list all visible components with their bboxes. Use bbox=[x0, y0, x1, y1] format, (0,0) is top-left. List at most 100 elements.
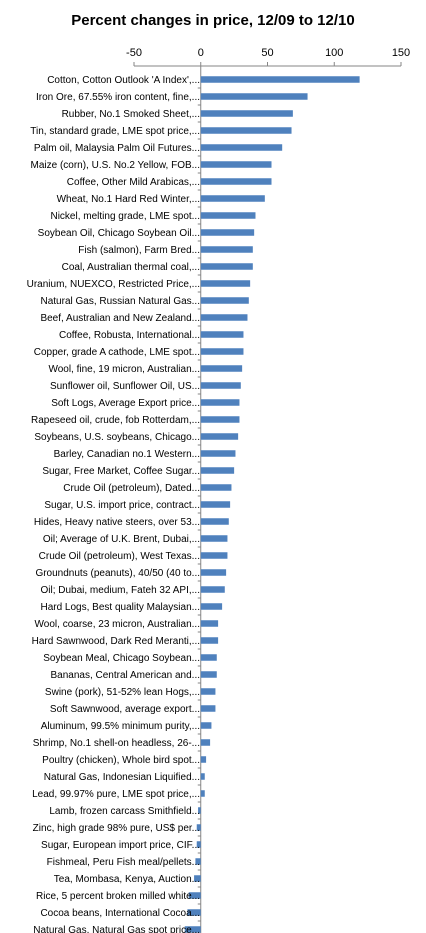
category-label: Soft Logs, Average Export price... bbox=[51, 398, 200, 409]
bar bbox=[200, 603, 223, 610]
bar bbox=[200, 654, 217, 661]
bars bbox=[184, 76, 360, 933]
bar bbox=[200, 212, 256, 219]
category-label: Wheat, No.1 Hard Red Winter,... bbox=[57, 194, 200, 205]
category-label: Natural Gas, Natural Gas spot price... bbox=[33, 925, 200, 933]
bar bbox=[200, 314, 248, 321]
category-label: Fishmeal, Peru Fish meal/pellets... bbox=[47, 857, 200, 868]
bar bbox=[195, 858, 201, 865]
bar bbox=[200, 365, 243, 372]
bar bbox=[200, 263, 253, 270]
tick-label: -50 bbox=[126, 47, 142, 59]
bar bbox=[200, 76, 360, 83]
category-label: Zinc, high grade 98% pure, US$ per... bbox=[33, 823, 200, 834]
bar bbox=[200, 246, 253, 253]
category-label: Crude Oil (petroleum), West Texas... bbox=[39, 551, 200, 562]
category-label: Sugar, European import price, CIF... bbox=[41, 840, 200, 851]
category-label: Iron Ore, 67.55% iron content, fine,... bbox=[36, 92, 200, 103]
bar bbox=[200, 382, 241, 389]
category-label: Tin, standard grade, LME spot price,... bbox=[30, 126, 200, 137]
bar bbox=[200, 297, 249, 304]
tick-label: 100 bbox=[325, 47, 343, 59]
bar bbox=[200, 484, 232, 491]
bar bbox=[200, 569, 227, 576]
category-label: Coal, Australian thermal coal,... bbox=[62, 262, 200, 273]
category-label: Oil; Dubai, medium, Fateh 32 API,... bbox=[40, 585, 200, 596]
tick-label: 50 bbox=[261, 47, 273, 59]
bar bbox=[200, 501, 231, 508]
bar bbox=[200, 773, 205, 780]
bar bbox=[200, 586, 225, 593]
bar bbox=[194, 875, 201, 882]
bar bbox=[200, 535, 228, 542]
category-label: Barley, Canadian no.1 Western... bbox=[54, 449, 200, 460]
bar bbox=[200, 450, 236, 457]
category-label: Aluminum, 99.5% minimum purity,... bbox=[41, 721, 200, 732]
bar bbox=[200, 195, 265, 202]
category-label: Wool, coarse, 23 micron, Australian... bbox=[35, 619, 200, 630]
category-label: Poultry (chicken), Whole bird spot... bbox=[42, 755, 200, 766]
category-label: Swine (pork), 51-52% lean Hogs,... bbox=[45, 687, 200, 698]
bar bbox=[200, 178, 272, 185]
category-label: Beef, Australian and New Zealand... bbox=[40, 313, 200, 324]
category-label: Cotton, Cotton Outlook 'A Index',... bbox=[47, 75, 200, 86]
category-label: Coffee, Other Mild Arabicas,... bbox=[67, 177, 200, 188]
bar bbox=[200, 433, 239, 440]
category-label: Wool, fine, 19 micron, Australian... bbox=[48, 364, 200, 375]
category-label: Uranium, NUEXCO, Restricted Price,... bbox=[27, 279, 200, 290]
category-label: Nickel, melting grade, LME spot... bbox=[50, 211, 200, 222]
bar bbox=[200, 467, 235, 474]
category-label: Sugar, Free Market, Coffee Sugar... bbox=[42, 466, 200, 477]
tick-label: 150 bbox=[392, 47, 410, 59]
category-label: Rapeseed oil, crude, fob Rotterdam,... bbox=[31, 415, 200, 426]
bar bbox=[200, 144, 283, 151]
category-label: Natural Gas, Russian Natural Gas... bbox=[40, 296, 200, 307]
bar bbox=[196, 841, 201, 848]
category-label: Coffee, Robusta, International... bbox=[59, 330, 200, 341]
bar bbox=[200, 790, 205, 797]
bar bbox=[188, 892, 201, 899]
tick-label: 0 bbox=[198, 47, 204, 59]
bar bbox=[200, 161, 272, 168]
bar bbox=[200, 348, 244, 355]
category-label: Hard Logs, Best quality Malaysian... bbox=[40, 602, 200, 613]
category-label: Sugar, U.S. import price, contract... bbox=[44, 500, 200, 511]
bar bbox=[200, 739, 211, 746]
category-label: Palm oil, Malaysia Palm Oil Futures... bbox=[34, 143, 200, 154]
category-label: Crude Oil (petroleum), Dated... bbox=[63, 483, 200, 494]
category-label: Bananas, Central American and... bbox=[50, 670, 200, 681]
bar bbox=[200, 93, 308, 100]
category-label: Groundnuts (peanuts), 40/50 (40 to... bbox=[35, 568, 200, 579]
category-label: Hides, Heavy native steers, over 53... bbox=[34, 517, 200, 528]
bar bbox=[200, 756, 207, 763]
category-label: Soft Sawnwood, average export... bbox=[50, 704, 200, 715]
category-label: Natural Gas, Indonesian Liquified... bbox=[44, 772, 200, 783]
category-label: Soybeans, U.S. soybeans, Chicago... bbox=[34, 432, 200, 443]
category-label: Rubber, No.1 Smoked Sheet,... bbox=[62, 109, 200, 120]
bar bbox=[200, 127, 292, 134]
category-label: Soybean Oil, Chicago Soybean Oil... bbox=[38, 228, 200, 239]
bar bbox=[184, 926, 201, 933]
bar bbox=[200, 518, 229, 525]
bar bbox=[187, 909, 201, 916]
category-label: Tea, Mombasa, Kenya, Auction... bbox=[54, 874, 200, 885]
bar bbox=[200, 331, 244, 338]
bar bbox=[200, 552, 228, 559]
category-label: Shrimp, No.1 shell-on headless, 26-... bbox=[33, 738, 200, 749]
chart-title: Percent changes in price, 12/09 to 12/10 bbox=[71, 12, 354, 29]
bar bbox=[200, 416, 240, 423]
bar bbox=[200, 620, 219, 627]
category-label: Soybean Meal, Chicago Soybean... bbox=[43, 653, 200, 664]
category-label: Lead, 99.97% pure, LME spot price,... bbox=[32, 789, 200, 800]
category-label: Fish (salmon), Farm Bred... bbox=[78, 245, 200, 256]
category-label: Copper, grade A cathode, LME spot... bbox=[34, 347, 200, 358]
bar bbox=[196, 824, 201, 831]
bar bbox=[200, 671, 217, 678]
category-label: Cocoa beans, International Cocoa... bbox=[40, 908, 200, 919]
bar bbox=[200, 637, 219, 644]
bar bbox=[200, 229, 255, 236]
bar bbox=[198, 807, 201, 814]
category-label: Hard Sawnwood, Dark Red Meranti,... bbox=[32, 636, 200, 647]
category-label: Sunflower oil, Sunflower Oil, US... bbox=[50, 381, 200, 392]
